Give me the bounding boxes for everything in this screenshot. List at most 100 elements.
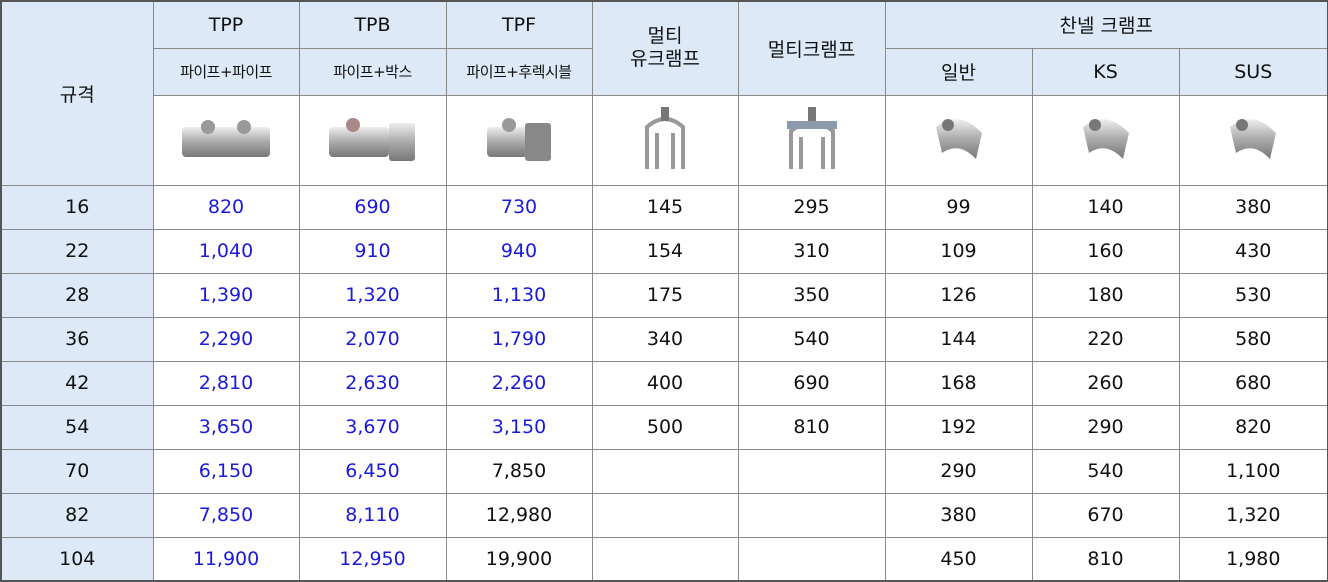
price-cell: 500: [592, 405, 738, 449]
price-cell: 180: [1032, 273, 1179, 317]
sub-header: KS: [1032, 48, 1179, 95]
price-cell: 2,630: [299, 361, 446, 405]
price-cell: 380: [1179, 185, 1328, 229]
price-cell: 1,130: [446, 273, 592, 317]
image-cell: [738, 95, 885, 185]
sub-header: 파이프+파이프: [153, 48, 299, 95]
spec-cell: 36: [1, 317, 153, 361]
price-cell: [592, 493, 738, 537]
group-header: TPP: [153, 1, 299, 48]
price-cell: 450: [885, 537, 1032, 581]
price-cell: 6,450: [299, 449, 446, 493]
price-cell: 810: [738, 405, 885, 449]
price-cell: 290: [1032, 405, 1179, 449]
price-cell: 400: [592, 361, 738, 405]
price-cell: 12,950: [299, 537, 446, 581]
group-header: 멀티 유크램프: [592, 1, 738, 95]
price-cell: [738, 537, 885, 581]
price-cell: 154: [592, 229, 738, 273]
price-cell: 192: [885, 405, 1032, 449]
sub-header: 파이프+박스: [299, 48, 446, 95]
price-cell: 145: [592, 185, 738, 229]
price-cell: 3,650: [153, 405, 299, 449]
spec-cell: 54: [1, 405, 153, 449]
price-cell: 820: [1179, 405, 1328, 449]
price-cell: 730: [446, 185, 592, 229]
page: 규격 TPP TPB TPF 멀티 유크램프 멀티크램프 찬넬 크램프 파이프+…: [0, 0, 1328, 581]
price-cell: [738, 493, 885, 537]
price-cell: 11,900: [153, 537, 299, 581]
product-image: [469, 113, 569, 163]
price-cell: 580: [1179, 317, 1328, 361]
spec-cell: 82: [1, 493, 153, 537]
price-cell: 175: [592, 273, 738, 317]
price-cell: 1,790: [446, 317, 592, 361]
price-cell: 820: [153, 185, 299, 229]
sub-header: 일반: [885, 48, 1032, 95]
spec-cell: 16: [1, 185, 153, 229]
spec-cell: 28: [1, 273, 153, 317]
image-cell: [885, 95, 1032, 185]
price-cell: 430: [1179, 229, 1328, 273]
price-cell: 7,850: [153, 493, 299, 537]
price-cell: 3,670: [299, 405, 446, 449]
price-table: 규격 TPP TPB TPF 멀티 유크램프 멀티크램프 찬넬 크램프 파이프+…: [0, 0, 1328, 582]
product-image: [777, 103, 847, 173]
price-cell: 12,980: [446, 493, 592, 537]
price-cell: 670: [1032, 493, 1179, 537]
image-cell: [299, 95, 446, 185]
image-cell: [446, 95, 592, 185]
price-cell: [592, 537, 738, 581]
price-cell: 2,290: [153, 317, 299, 361]
price-cell: 140: [1032, 185, 1179, 229]
price-cell: 99: [885, 185, 1032, 229]
price-cell: 1,100: [1179, 449, 1328, 493]
price-cell: 144: [885, 317, 1032, 361]
group-header: TPB: [299, 1, 446, 48]
price-cell: 19,900: [446, 537, 592, 581]
price-cell: 530: [1179, 273, 1328, 317]
price-cell: 3,150: [446, 405, 592, 449]
spec-cell: 22: [1, 229, 153, 273]
price-cell: 295: [738, 185, 885, 229]
price-cell: 540: [738, 317, 885, 361]
price-cell: 7,850: [446, 449, 592, 493]
price-cell: 1,980: [1179, 537, 1328, 581]
price-cell: 2,070: [299, 317, 446, 361]
price-cell: 1,320: [299, 273, 446, 317]
product-image: [176, 113, 276, 163]
product-image: [323, 113, 423, 163]
price-cell: 340: [592, 317, 738, 361]
sub-header: SUS: [1179, 48, 1328, 95]
price-cell: 2,260: [446, 361, 592, 405]
price-cell: 290: [885, 449, 1032, 493]
price-cell: 680: [1179, 361, 1328, 405]
price-cell: [592, 449, 738, 493]
price-cell: 380: [885, 493, 1032, 537]
price-cell: 260: [1032, 361, 1179, 405]
price-cell: 8,110: [299, 493, 446, 537]
price-cell: 310: [738, 229, 885, 273]
group-header: 찬넬 크램프: [885, 1, 1328, 48]
product-image: [1218, 103, 1288, 173]
group-header: 멀티크램프: [738, 1, 885, 95]
price-cell: [738, 449, 885, 493]
group-header: TPF: [446, 1, 592, 48]
price-cell: 810: [1032, 537, 1179, 581]
spec-cell: 42: [1, 361, 153, 405]
sub-header: 파이프+후렉시블: [446, 48, 592, 95]
spec-cell: 104: [1, 537, 153, 581]
price-cell: 540: [1032, 449, 1179, 493]
spec-cell: 70: [1, 449, 153, 493]
spec-header: 규격: [1, 1, 153, 185]
price-cell: 1,040: [153, 229, 299, 273]
